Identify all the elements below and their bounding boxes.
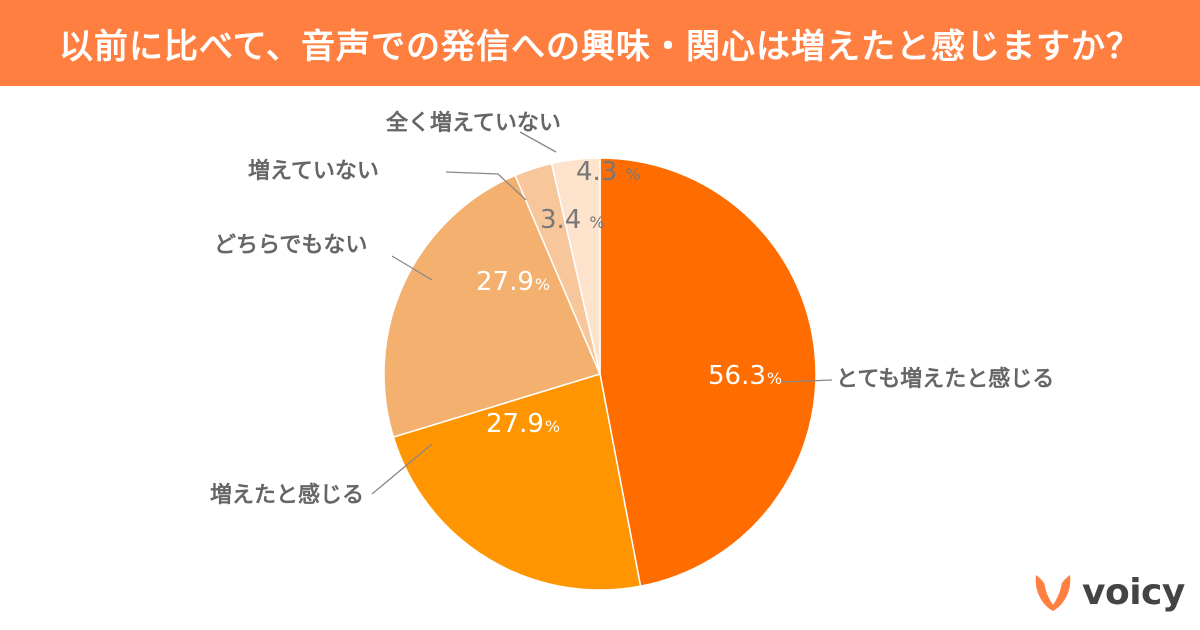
pie-slice-4 (550, 157, 601, 375)
brand-logo: voicy (1030, 566, 1190, 618)
data-label-4: 4.3% (576, 157, 641, 187)
leader-line-1 (371, 443, 433, 495)
brand-name: voicy (1082, 571, 1185, 613)
leader-line-4 (519, 131, 557, 153)
category-label-3: 増えていない (248, 158, 379, 184)
leader-line-0 (779, 379, 833, 383)
pie-slice-1 (392, 373, 642, 591)
category-label-4: 全く増えていない (385, 110, 561, 136)
data-label-0: 56.3% (708, 361, 782, 391)
data-label-2: 27.9% (476, 267, 550, 297)
leader-line-2 (391, 255, 433, 281)
page-title: 以前に比べて、音声での発信への興味・関心は増えたと感じますか？ (59, 26, 1141, 67)
pie-slice-0 (599, 157, 817, 588)
title-banner: 以前に比べて、音声での発信への興味・関心は増えたと感じますか？ (0, 0, 1200, 86)
leader-line-3 (445, 171, 527, 201)
category-label-2: どちらでもない (214, 233, 367, 258)
data-label-1: 27.9% (486, 409, 560, 439)
data-label-3: 3.4% (540, 205, 605, 235)
category-label-0: とても増えたと感じる (836, 366, 1054, 392)
pie-slice-2 (383, 174, 602, 439)
voicy-v-icon (1035, 575, 1071, 611)
category-label-1: 増えたと感じる (210, 482, 364, 508)
